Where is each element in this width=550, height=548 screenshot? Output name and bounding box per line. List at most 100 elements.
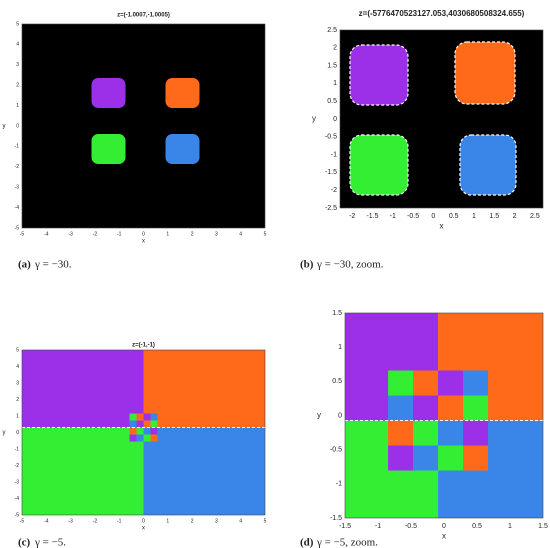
y-tick-label: 1.5: [332, 310, 342, 317]
y-tick-label: -1: [15, 446, 20, 452]
checker-cell: [150, 413, 158, 421]
x-tick-label: 4: [239, 518, 242, 524]
checker-cell: [438, 395, 464, 421]
plot-frame: [21, 349, 266, 516]
y-tick-label: 3: [16, 62, 19, 68]
x-tick-label: 1: [508, 523, 512, 530]
checker-cell: [438, 420, 464, 446]
subfigure: z=(-1.0007,-1.0005) -5 -4 -3 -2 -1 0 1 2 3 4 5 5 4 3 2 1…: [3, 13, 267, 271]
x-tick-label: -2: [349, 213, 355, 220]
x-tick-label: 0.5: [449, 213, 459, 220]
y-axis-label: y: [3, 124, 6, 130]
checker-cell: [143, 413, 151, 421]
checker-cell: [129, 420, 137, 428]
checker-cell: [388, 370, 414, 396]
x-tick-label: -4: [44, 518, 49, 524]
y-tick-label: 5: [16, 21, 19, 27]
x-tick-label: -1: [375, 523, 381, 530]
y-tick-label: -1: [331, 151, 337, 158]
x-tick-label: 0: [442, 523, 446, 530]
x-tick-label: 2.5: [530, 213, 540, 220]
checker-cell: [388, 445, 414, 471]
x-tick-label: 0.5: [472, 523, 482, 530]
caption-label: (c): [18, 537, 31, 548]
x-tick-label: 5: [264, 231, 267, 237]
checker-cell: [143, 427, 151, 435]
basin: [143, 350, 265, 428]
x-tick-label: -4: [44, 231, 49, 237]
checker-cell: [413, 445, 439, 471]
x-axis-label: x: [440, 221, 444, 230]
x-tick-label: 2: [191, 231, 194, 237]
checker-cell: [150, 420, 158, 428]
basin: [22, 427, 144, 515]
x-tick-label: -1: [390, 213, 396, 220]
x-axis-label: x: [442, 531, 446, 540]
checker-cell: [136, 420, 144, 428]
y-tick-label: 4: [16, 42, 19, 48]
basin: [22, 350, 144, 428]
x-axis-label: x: [142, 526, 145, 532]
x-tick-label: 0: [142, 231, 145, 237]
x-tick-label: 1: [166, 231, 169, 237]
checker-cell: [388, 420, 414, 446]
plot-area: [22, 24, 265, 228]
checker-cell: [463, 370, 489, 396]
checker-cell: [136, 427, 144, 435]
y-tick-label: 0.5: [327, 98, 337, 105]
y-axis-label: y: [312, 114, 316, 123]
y-tick-label: -5: [15, 512, 20, 518]
basin: [459, 134, 517, 196]
checker-cell: [143, 420, 151, 428]
x-tick-label: -3: [68, 518, 73, 524]
basin: [454, 41, 516, 105]
caption-label: (a): [18, 259, 31, 271]
y-tick-label: 1.5: [327, 62, 337, 69]
y-tick-label: 0: [16, 430, 19, 436]
y-tick-label: -5: [15, 225, 20, 231]
caption-label: (d): [300, 537, 314, 548]
x-tick-label: 0: [142, 518, 145, 524]
y-tick-label: -3: [15, 185, 20, 191]
y-tick-label: -0.5: [325, 134, 337, 141]
caption-text: γ = −5.: [34, 537, 66, 548]
plot-title: z=(-1,-1): [132, 343, 155, 349]
x-tick-label: 2: [513, 213, 517, 220]
checker-cell: [413, 395, 439, 421]
x-tick-label: -3: [68, 231, 73, 237]
x-tick-label: 5: [264, 518, 267, 524]
checker-cell: [388, 395, 414, 421]
y-tick-label: 1: [333, 80, 337, 87]
x-tick-label: 3: [215, 518, 218, 524]
checker-cell: [143, 434, 151, 442]
plot-frame: [339, 29, 544, 209]
x-tick-label: -2: [93, 518, 98, 524]
x-tick-label: -5: [20, 518, 25, 524]
x-tick-label: 3: [215, 231, 218, 237]
y-tick-label: 0: [16, 123, 19, 129]
y-tick-label: -4: [15, 205, 20, 211]
y-tick-label: 2: [333, 45, 337, 52]
y-axis-label: y: [3, 430, 6, 436]
plot-title: z=(-5776470523127.053,4030680508324.655): [359, 9, 525, 18]
checker-cell: [136, 413, 144, 421]
checker-cell: [129, 413, 137, 421]
x-tick-label: -5: [20, 231, 25, 237]
basin: [91, 134, 126, 164]
plot-frame: [21, 23, 266, 229]
x-tick-label: -1: [117, 518, 122, 524]
x-tick-label: 1.5: [489, 213, 499, 220]
y-tick-label: -1.5: [330, 515, 342, 522]
y-tick-label: -1: [15, 144, 20, 150]
basin: [165, 134, 200, 164]
y-tick-label: -2: [331, 187, 337, 194]
checker-cell: [150, 427, 158, 435]
x-tick-label: 1: [166, 518, 169, 524]
checker-cell: [413, 370, 439, 396]
caption-text: γ = −30, zoom.: [316, 259, 384, 271]
y-tick-label: -1.5: [325, 169, 337, 176]
y-tick-label: -0.5: [330, 447, 342, 454]
basin: [349, 134, 409, 196]
x-tick-label: -2: [93, 231, 98, 237]
x-tick-label: 0: [431, 213, 435, 220]
